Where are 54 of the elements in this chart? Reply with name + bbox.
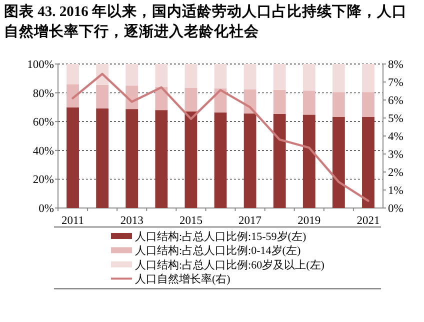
y2-tick-label: 2% bbox=[388, 167, 404, 179]
y2-tick-label: 1% bbox=[388, 185, 404, 197]
bar bbox=[302, 90, 316, 115]
y2-tick-label: 4% bbox=[388, 131, 404, 143]
x-tick-label: 2017 bbox=[238, 215, 262, 227]
y-tick-label: 100% bbox=[27, 59, 54, 71]
legend-label: 人口结构:占总人口比例:15-59岁(左) bbox=[135, 230, 306, 243]
bar bbox=[332, 92, 345, 117]
bar bbox=[214, 64, 227, 88]
legend-label: 人口结构:占总人口比例:60岁及以上(左) bbox=[135, 258, 325, 272]
y2-tick-label: 0% bbox=[388, 203, 404, 215]
y-tick-label: 40% bbox=[32, 145, 54, 158]
bar bbox=[184, 64, 198, 88]
bar bbox=[302, 64, 316, 91]
legend-label: 人口自然增长率(右) bbox=[135, 272, 231, 286]
bar bbox=[244, 114, 256, 208]
bar bbox=[273, 64, 286, 90]
bar bbox=[244, 64, 256, 90]
bar bbox=[155, 110, 168, 208]
y2-tick-label: 3% bbox=[388, 149, 404, 161]
bar bbox=[155, 64, 168, 88]
bar bbox=[214, 112, 227, 208]
bar bbox=[362, 64, 374, 92]
bar bbox=[332, 64, 345, 92]
x-tick-label: 2015 bbox=[179, 215, 203, 227]
x-tick-label: 2019 bbox=[298, 215, 321, 227]
legend-label: 人口结构:占总人口比例:0-14岁(左) bbox=[135, 244, 301, 258]
bar bbox=[362, 116, 374, 208]
bar bbox=[126, 109, 138, 208]
bar bbox=[184, 88, 198, 112]
y-tick-label: 80% bbox=[32, 88, 54, 100]
x-tick-label: 2021 bbox=[356, 215, 380, 227]
bar bbox=[126, 64, 138, 86]
bar bbox=[66, 64, 79, 84]
y-tick-label: 0% bbox=[38, 203, 54, 215]
y2-tick-label: 6% bbox=[388, 95, 404, 107]
x-tick-label: 2011 bbox=[61, 215, 84, 227]
y-tick-label: 60% bbox=[32, 116, 54, 129]
y2-tick-label: 7% bbox=[388, 77, 404, 89]
bar bbox=[66, 107, 79, 208]
chart-title: 图表 43. 2016 年以来，国内适龄劳动人口占比持续下降，人口自然增长率下行，逐渐进入老龄化社会 bbox=[4, 2, 408, 42]
bar bbox=[362, 92, 374, 117]
bar bbox=[273, 90, 286, 114]
bar bbox=[96, 108, 109, 208]
bar bbox=[96, 84, 109, 108]
y2-tick-label: 8% bbox=[388, 59, 404, 71]
bar bbox=[273, 114, 286, 208]
bar bbox=[302, 114, 316, 208]
bar bbox=[332, 116, 345, 208]
x-tick-label: 2013 bbox=[120, 215, 144, 227]
y2-tick-label: 5% bbox=[388, 113, 404, 125]
bar bbox=[184, 112, 198, 208]
y-tick-label: 20% bbox=[32, 174, 54, 186]
bar bbox=[66, 84, 79, 108]
